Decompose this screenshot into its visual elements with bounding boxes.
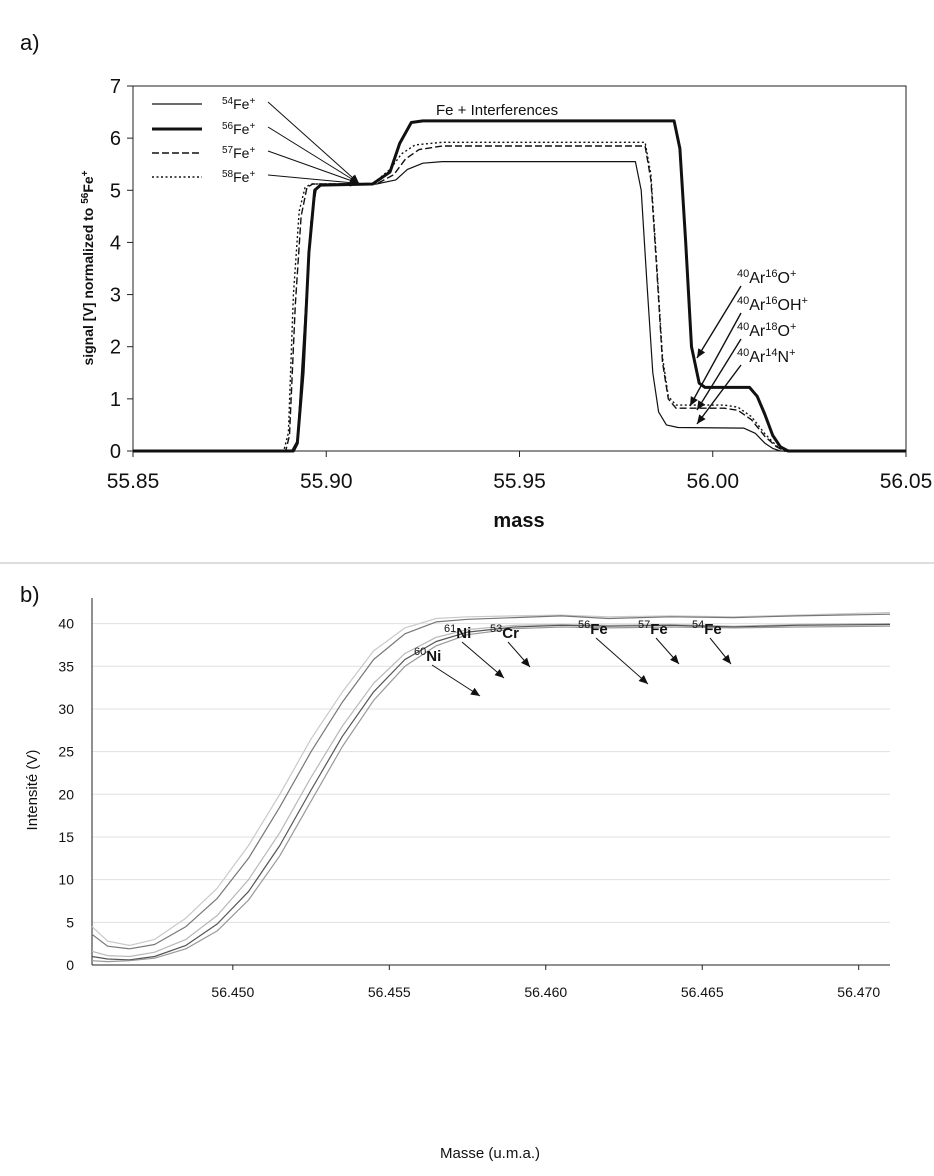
y-tick-label: 30 — [58, 701, 74, 717]
svg-text:54Fe+: 54Fe+ — [222, 96, 255, 112]
panel-a: a) 0 1 2 3 4 5 6 7 55.85 55.90 55.95 56.00 56.05 ma… — [0, 30, 934, 564]
interference-arrow — [689, 312, 742, 407]
x-tick-label: 56.00 — [686, 470, 739, 493]
interference-arrow — [696, 338, 742, 411]
y-axis-ticks: 0 1 2 3 4 5 6 7 — [110, 76, 133, 463]
x-tick-label: 56.455 — [368, 984, 411, 1000]
y-tick-label: 4 — [110, 232, 121, 254]
svg-text:40Ar16OH+: 40Ar16OH+ — [737, 295, 808, 314]
y-tick-label: 25 — [58, 744, 74, 760]
x-tick-label: 55.90 — [300, 470, 353, 493]
y-tick-label: 20 — [58, 786, 74, 802]
svg-text:53Cr: 53Cr — [490, 623, 519, 642]
legend: 54Fe+ 56Fe+ 57Fe+ 58Fe+ — [152, 96, 360, 187]
interference-arrow — [696, 364, 742, 425]
svg-text:56Fe: 56Fe — [578, 619, 608, 638]
isotope-label-54fe: 54Fe — [692, 619, 722, 638]
x-axis-label: Masse (u.m.a.) — [440, 1145, 540, 1162]
y-axis-label: Intensité (V) — [24, 750, 41, 831]
legend-item-58fe: 58Fe+ — [152, 169, 255, 185]
interference-label-40ar18o: 40Ar18O+ — [737, 321, 796, 340]
isotope-arrow — [595, 637, 649, 685]
series-line-dashed — [133, 145, 906, 452]
x-tick-label: 56.465 — [681, 984, 724, 1000]
interference-label-40ar14n: 40Ar14N+ — [737, 347, 796, 366]
series-line — [91, 625, 891, 963]
legend-item-56fe: 56Fe+ — [152, 121, 255, 137]
isotope-label-57fe: 57Fe — [638, 619, 668, 638]
y-tick-label: 3 — [110, 285, 121, 307]
interference-label-40ar16o: 40Ar16O+ — [737, 268, 796, 287]
panel-b-label: b) — [20, 582, 40, 607]
isotope-arrow — [431, 664, 481, 697]
series-line-solid-thin — [133, 161, 906, 452]
y-tick-label: 1 — [110, 389, 121, 411]
y-tick-label: 7 — [110, 76, 121, 98]
svg-text:58Fe+: 58Fe+ — [222, 169, 255, 185]
legend-arrow — [267, 126, 360, 184]
legend-arrow — [267, 174, 360, 187]
isotope-arrow — [461, 641, 505, 679]
y-tick-label: 5 — [110, 180, 121, 202]
series-line — [91, 623, 891, 961]
y-axis-label: signal [V] normalized to 56Fe+ — [80, 170, 96, 365]
svg-text:40Ar18O+: 40Ar18O+ — [737, 321, 796, 340]
y-tick-label: 6 — [110, 128, 121, 150]
y-tick-label: 0 — [110, 441, 121, 463]
annotation-fe-interferences: Fe + Interferences — [436, 102, 558, 119]
x-tick-label: 55.95 — [493, 470, 546, 493]
isotope-arrow — [507, 641, 531, 668]
y-axis-ticks: 0 5 10 15 20 25 30 35 40 — [58, 616, 74, 973]
svg-text:54Fe: 54Fe — [692, 619, 722, 638]
svg-text:61Ni: 61Ni — [444, 623, 471, 642]
svg-text:40Ar14N+: 40Ar14N+ — [737, 347, 796, 366]
series-group — [133, 119, 906, 453]
isotope-arrow — [709, 637, 732, 665]
y-tick-label: 10 — [58, 872, 74, 888]
x-tick-label: 56.450 — [211, 984, 254, 1000]
y-tick-label: 2 — [110, 337, 121, 359]
interference-labels: 40Ar16O+ 40Ar16OH+ 40Ar18O+ 40Ar14N+ — [689, 268, 808, 425]
x-axis-ticks: 56.450 56.455 56.460 56.465 56.470 — [211, 965, 880, 1000]
isotope-label-56fe: 56Fe — [578, 619, 608, 638]
x-tick-label: 56.470 — [837, 984, 880, 1000]
isotope-arrow — [655, 637, 680, 665]
x-tick-label: 56.460 — [524, 984, 567, 1000]
y-tick-label: 40 — [58, 616, 74, 632]
legend-item-57fe: 57Fe+ — [152, 145, 255, 161]
interference-label-40ar16oh: 40Ar16OH+ — [737, 295, 808, 314]
panel-a-label: a) — [20, 30, 40, 55]
svg-text:40Ar16O+: 40Ar16O+ — [737, 268, 796, 287]
x-tick-label: 56.05 — [880, 470, 933, 493]
x-tick-label: 55.85 — [107, 470, 160, 493]
svg-text:56Fe+: 56Fe+ — [222, 121, 255, 137]
y-tick-label: 5 — [66, 914, 74, 930]
isotope-label-60ni: 60Ni — [414, 646, 441, 665]
isotope-label-61ni: 61Ni — [444, 623, 471, 642]
x-axis-label: mass — [493, 510, 544, 532]
svg-text:57Fe+: 57Fe+ — [222, 145, 255, 161]
series-line — [91, 613, 891, 950]
series-line — [91, 623, 891, 958]
x-axis-ticks: 55.85 55.90 55.95 56.00 56.05 — [107, 451, 933, 493]
gridlines — [92, 623, 890, 923]
y-tick-label: 35 — [58, 658, 74, 674]
legend-arrow — [267, 101, 360, 184]
svg-text:57Fe: 57Fe — [638, 619, 668, 638]
series-group — [91, 611, 891, 963]
y-tick-label: 15 — [58, 829, 74, 845]
isotope-label-53cr: 53Cr — [490, 623, 519, 642]
interference-arrow — [696, 285, 742, 359]
svg-text:60Ni: 60Ni — [414, 646, 441, 665]
series-line — [91, 611, 891, 946]
legend-item-54fe: 54Fe+ — [152, 96, 255, 112]
y-tick-label: 0 — [66, 957, 74, 973]
